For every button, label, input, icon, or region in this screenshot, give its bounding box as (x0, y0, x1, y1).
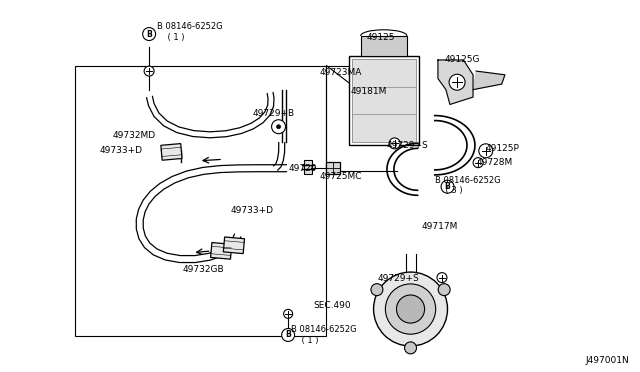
Bar (303, 160, 312, 174)
Bar (349, 56, 419, 145)
Circle shape (284, 310, 292, 318)
Text: B: B (147, 29, 152, 39)
Text: 49729+S: 49729+S (387, 141, 429, 150)
Circle shape (473, 158, 483, 168)
Text: J497001N: J497001N (586, 356, 629, 365)
Circle shape (449, 74, 465, 90)
Text: B 08146-6252G
    ( 1 ): B 08146-6252G ( 1 ) (291, 325, 357, 345)
Text: 49723MA: 49723MA (320, 68, 362, 77)
Bar (352, 59, 416, 142)
Text: 49125G: 49125G (444, 55, 480, 64)
Text: 49125P: 49125P (486, 144, 520, 153)
Bar (223, 237, 244, 254)
Text: 49125: 49125 (366, 33, 395, 42)
Circle shape (374, 272, 447, 346)
Polygon shape (473, 71, 505, 90)
Text: 49729+B: 49729+B (253, 109, 295, 118)
Circle shape (437, 273, 447, 283)
Text: 49732MD: 49732MD (113, 131, 156, 141)
Circle shape (371, 284, 383, 296)
Bar (326, 162, 340, 174)
Circle shape (144, 66, 154, 76)
Text: 49733+D: 49733+D (231, 206, 274, 215)
Text: 49729+S: 49729+S (378, 274, 419, 283)
Text: 49733+D: 49733+D (100, 146, 143, 155)
Text: B 08146-6252G
    ( 1 ): B 08146-6252G ( 1 ) (157, 22, 223, 42)
Polygon shape (438, 60, 473, 105)
Bar (161, 144, 182, 160)
Circle shape (479, 144, 493, 158)
Circle shape (404, 342, 417, 354)
Text: 49717M: 49717M (422, 222, 458, 231)
Circle shape (276, 125, 280, 129)
Text: 49725MC: 49725MC (320, 172, 362, 181)
Circle shape (282, 328, 294, 341)
Text: B 08146-6252G
    ( 3 ): B 08146-6252G ( 3 ) (435, 176, 500, 195)
Text: 49181M: 49181M (351, 87, 387, 96)
Text: B: B (285, 330, 291, 340)
Circle shape (143, 28, 156, 41)
Text: SEC.490: SEC.490 (314, 301, 351, 310)
Circle shape (441, 180, 454, 193)
Circle shape (397, 295, 424, 323)
Circle shape (438, 284, 450, 296)
Circle shape (385, 284, 436, 334)
Text: B: B (445, 182, 451, 191)
Bar (360, 36, 407, 56)
Circle shape (389, 138, 400, 149)
Circle shape (271, 120, 285, 134)
Bar (74, 65, 326, 336)
Text: 49732GB: 49732GB (183, 265, 225, 274)
Bar (211, 243, 232, 259)
Text: 49729: 49729 (288, 164, 317, 173)
Text: 49728M: 49728M (476, 158, 513, 167)
